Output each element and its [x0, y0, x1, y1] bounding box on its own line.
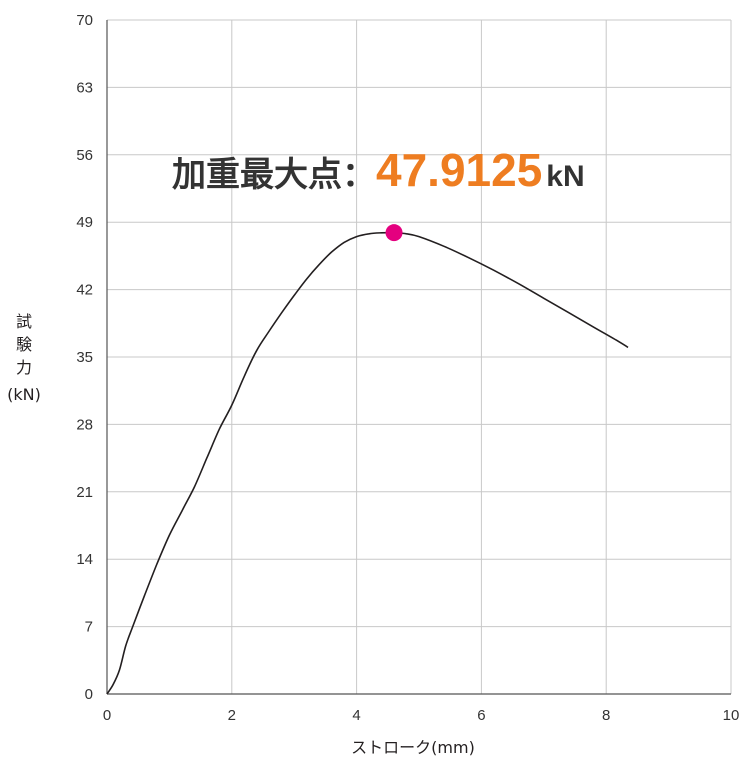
x-tick-label-6: 6	[477, 707, 485, 724]
y-tick-label-42: 42	[76, 282, 93, 299]
x-tick-label-4: 4	[352, 707, 360, 724]
marker-layer	[385, 224, 403, 242]
y-axis-title-line-4: (kN)	[7, 385, 41, 404]
y-tick-label-49: 49	[76, 214, 93, 231]
y-tick-label-56: 56	[76, 147, 93, 164]
y-axis-title-line-3: 力	[16, 358, 32, 377]
y-tick-labels: 0 7 14 21 28 35 42 49 56 63 70	[76, 12, 93, 703]
y-tick-label-0: 0	[85, 686, 93, 703]
y-axis-title: 試 験 力 (kN)	[7, 312, 41, 404]
max-load-value: 47.9125	[376, 144, 542, 196]
x-tick-label-2: 2	[228, 707, 236, 724]
series-line-0	[106, 231, 629, 695]
y-tick-label-70: 70	[76, 12, 93, 29]
max-load-point-marker	[385, 224, 403, 242]
x-tick-labels: 0 2 4 6 8 10	[103, 707, 740, 724]
series-layer	[106, 231, 629, 695]
max-load-label: 加重最大点：	[172, 155, 376, 195]
y-tick-label-7: 7	[85, 619, 93, 636]
y-tick-label-35: 35	[76, 349, 93, 366]
y-tick-label-21: 21	[76, 484, 93, 501]
x-tick-label-0: 0	[103, 707, 111, 724]
axes	[106, 20, 731, 695]
max-load-annotation: 加重最大点：47.9125 kN	[172, 144, 585, 196]
y-axis-title-line-1: 試	[16, 312, 32, 331]
x-axis-title: ストローク(mm)	[351, 738, 475, 757]
grid	[107, 19, 732, 694]
x-tick-label-10: 10	[723, 707, 740, 724]
y-tick-label-28: 28	[76, 416, 93, 433]
y-tick-label-63: 63	[76, 79, 93, 96]
y-tick-label-14: 14	[76, 551, 93, 568]
x-tick-label-8: 8	[602, 707, 610, 724]
max-load-unit: kN	[546, 160, 584, 193]
y-axis-title-line-2: 験	[16, 335, 32, 354]
